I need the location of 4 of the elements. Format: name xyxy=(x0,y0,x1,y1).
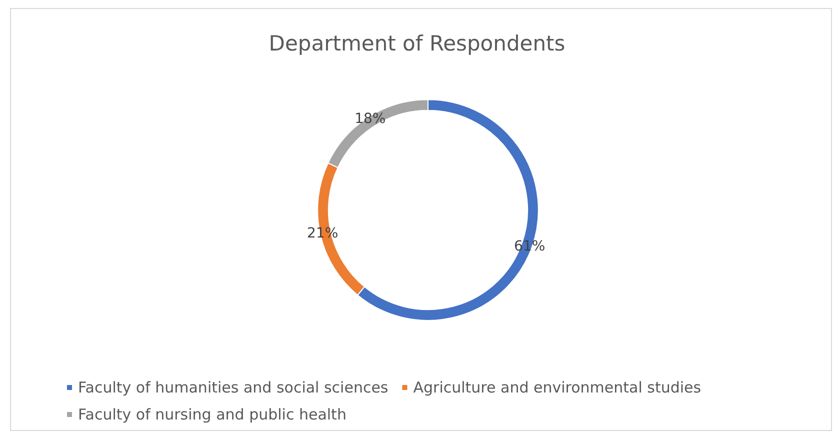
legend-label: Agriculture and environmental studies xyxy=(413,378,702,396)
legend-label: Faculty of humanities and social sciences xyxy=(78,378,388,396)
legend-label: Faculty of nursing and public health xyxy=(78,406,346,424)
chart-title: Department of Respondents xyxy=(268,32,566,56)
